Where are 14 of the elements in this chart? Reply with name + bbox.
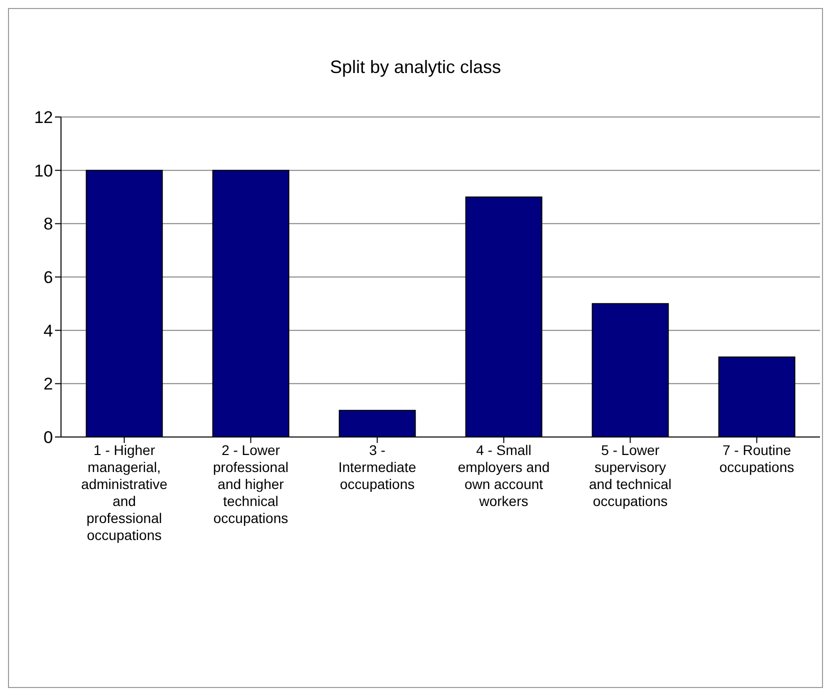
y-tick-label: 4 [44,321,53,340]
y-tick-label: 8 [44,214,53,234]
y-tick-label: 2 [44,374,53,394]
y-tick-label: 12 [34,108,53,128]
x-tick-label: 1 - Higher managerial, administrative and professional occupations [81,442,168,543]
y-tick-label: 0 [44,428,53,448]
x-tick-label: 4 - Small employers and own account workers [458,442,550,509]
x-tick-label: 2 - Lower professional and higher technical occupations [213,442,288,526]
x-tick-label: 7 - Routine occupations [719,442,794,475]
y-tick-label: 10 [34,161,53,180]
chart-title: Split by analytic class [328,57,502,79]
x-tick-label: 5 - Lower supervisory and technical occupations [588,442,672,509]
y-tick-label: 6 [44,268,53,288]
x-tick-label: 3 - Intermediate occupations [338,442,416,492]
